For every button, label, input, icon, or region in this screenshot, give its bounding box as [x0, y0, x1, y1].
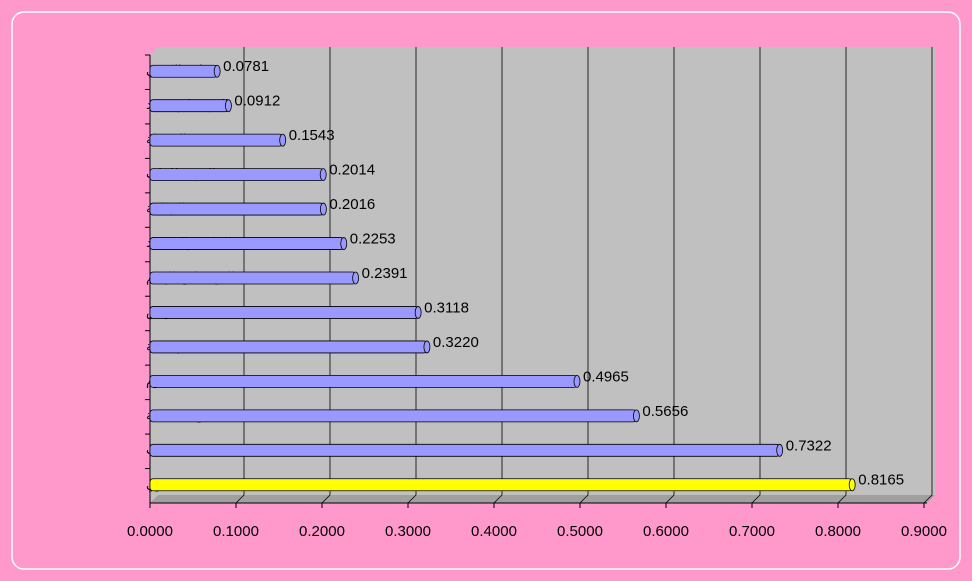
bar-cap	[319, 202, 327, 216]
grid-line	[235, 47, 245, 504]
grid-line	[923, 47, 933, 504]
data-label: 0.0781	[223, 58, 269, 75]
bar	[149, 409, 637, 423]
bar-cap	[340, 237, 348, 250]
x-tick-label: 0.6000	[643, 523, 689, 540]
x-tick-label: 0.8000	[815, 523, 861, 540]
x-tick-label: 0.9000	[901, 523, 947, 540]
data-label: 0.2016	[329, 196, 375, 213]
bar-cap	[352, 271, 360, 285]
bar	[149, 340, 428, 354]
bar	[149, 133, 284, 147]
bar	[149, 478, 853, 492]
data-label: 0.1543	[289, 127, 335, 144]
plot-area	[150, 47, 935, 503]
x-tick-label: 0.2000	[299, 523, 345, 540]
bar	[149, 202, 324, 216]
grid-line	[751, 47, 761, 504]
bar	[149, 306, 419, 319]
bar-cap	[279, 133, 287, 147]
x-tick-label: 0.0000	[127, 523, 173, 540]
grid-line	[407, 47, 417, 504]
bar	[149, 443, 781, 457]
data-label: 0.2014	[329, 162, 375, 179]
bar	[149, 168, 324, 182]
data-label: 0.2391	[362, 265, 408, 282]
data-label: 0.3220	[433, 334, 479, 351]
data-label: 0.7322	[786, 437, 832, 454]
grid-line	[321, 47, 331, 504]
x-tick-label: 0.5000	[557, 523, 603, 540]
x-tick-label: 0.7000	[729, 523, 775, 540]
x-tick-label: 0.3000	[385, 523, 431, 540]
bar-cap	[414, 306, 422, 319]
bar	[149, 271, 357, 285]
data-label: 0.2253	[350, 231, 396, 248]
bar-cap	[225, 99, 232, 113]
bar-cap	[573, 374, 581, 388]
bar-cap	[319, 168, 327, 182]
data-label: 0.3118	[424, 299, 469, 316]
bar	[149, 99, 229, 113]
data-label: 0.5656	[642, 403, 688, 420]
bar	[149, 64, 218, 78]
data-label: 0.0912	[234, 93, 280, 110]
grid-line	[579, 47, 589, 504]
bar-cap	[776, 443, 784, 457]
bar-cap	[423, 340, 431, 354]
bar	[149, 237, 345, 250]
grid-line	[665, 47, 675, 504]
x-tick-label: 0.4000	[471, 523, 517, 540]
x-tick-label: 0.1000	[213, 523, 259, 540]
grid-line	[493, 47, 503, 504]
grid-line	[837, 47, 847, 504]
bar-cap	[213, 64, 221, 78]
bar-cap	[848, 478, 856, 492]
data-label: 0.8165	[858, 472, 904, 489]
bar-cap	[633, 409, 640, 423]
plot-floor	[150, 495, 935, 503]
bar	[149, 374, 578, 388]
data-label: 0.4965	[583, 368, 629, 385]
